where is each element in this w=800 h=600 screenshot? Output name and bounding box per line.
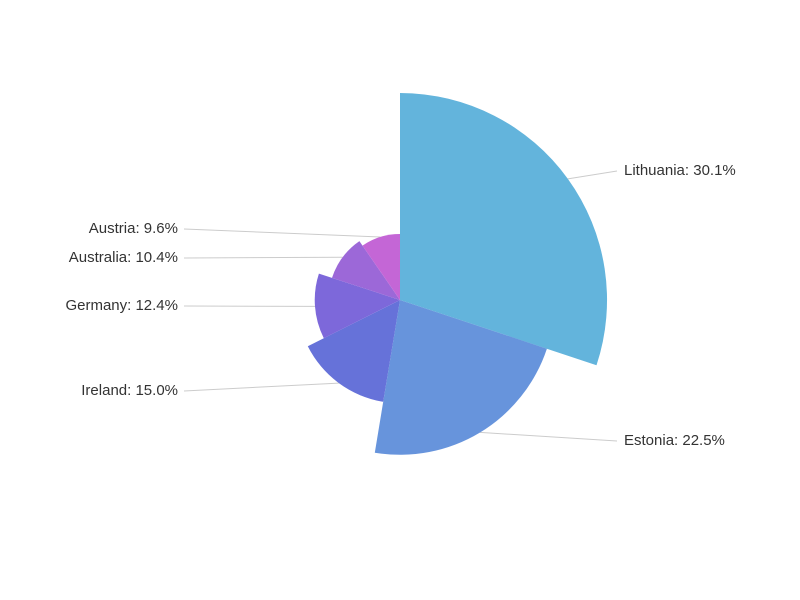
pie-slice-germany[interactable] — [314, 273, 400, 339]
pie-slice-lithuania[interactable] — [400, 92, 608, 366]
label-line-ireland — [183, 382, 339, 392]
pie-slice-austria[interactable] — [362, 233, 401, 300]
pie-slice-australia[interactable] — [332, 241, 400, 300]
pie-slice-estonia[interactable] — [374, 300, 547, 455]
label-line-estonia — [479, 431, 618, 442]
pie-slices-layer — [307, 92, 608, 455]
label-lines-layer — [183, 170, 618, 442]
label-line-austria — [183, 228, 381, 238]
pie-slice-ireland[interactable] — [307, 300, 400, 402]
label-line-australia — [183, 256, 343, 259]
label-line-lithuania — [567, 170, 618, 180]
